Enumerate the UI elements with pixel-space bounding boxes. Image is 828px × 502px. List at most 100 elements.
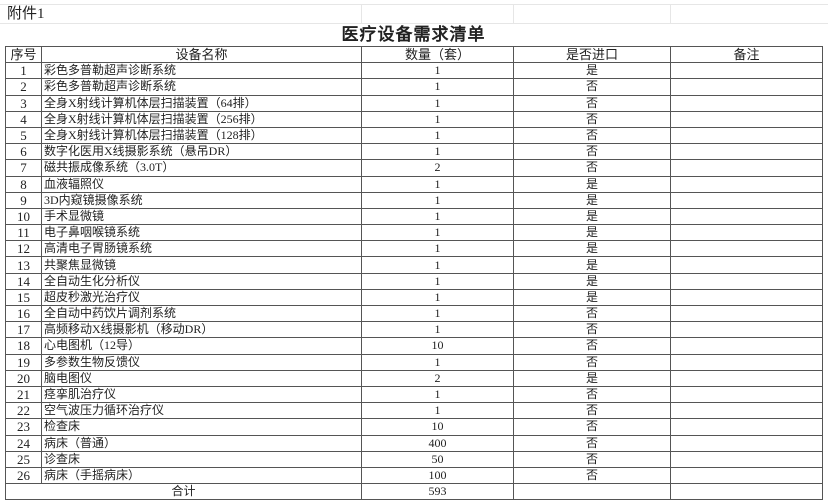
name-cell[interactable]: 病床（普通） xyxy=(41,434,362,452)
qty-cell[interactable]: 1 xyxy=(361,94,514,112)
imported-cell[interactable]: 否 xyxy=(513,94,671,112)
seq-cell[interactable]: 2 xyxy=(5,78,42,96)
remark-cell[interactable] xyxy=(670,224,823,242)
remark-cell[interactable] xyxy=(670,385,823,404)
remark-cell[interactable] xyxy=(670,450,823,468)
qty-cell[interactable]: 10 xyxy=(361,337,514,355)
total-label[interactable]: 合计 xyxy=(5,483,362,501)
remark-cell[interactable] xyxy=(670,353,823,371)
qty-cell[interactable]: 1 xyxy=(361,256,514,274)
imported-cell[interactable]: 否 xyxy=(513,418,671,436)
remark-cell[interactable] xyxy=(670,126,823,145)
imported-cell[interactable]: 是 xyxy=(513,288,671,307)
qty-cell[interactable]: 1 xyxy=(361,191,514,209)
qty-cell[interactable]: 1 xyxy=(361,126,514,145)
qty-cell[interactable]: 1 xyxy=(361,78,514,96)
name-cell[interactable]: 数字化医用X线摄影系统（悬吊DR） xyxy=(41,143,362,161)
total-remark-cell[interactable] xyxy=(670,483,823,501)
seq-cell[interactable]: 20 xyxy=(5,369,42,387)
remark-cell[interactable] xyxy=(670,78,823,96)
remark-cell[interactable] xyxy=(670,94,823,112)
qty-cell[interactable]: 10 xyxy=(361,418,514,436)
remark-cell[interactable] xyxy=(670,402,823,420)
total-imported-cell[interactable] xyxy=(513,483,671,501)
seq-cell[interactable]: 14 xyxy=(5,272,42,290)
seq-cell[interactable]: 4 xyxy=(5,110,42,128)
seq-cell[interactable]: 22 xyxy=(5,402,42,420)
qty-cell[interactable]: 1 xyxy=(361,288,514,307)
qty-cell[interactable]: 1 xyxy=(361,240,514,258)
remark-cell[interactable] xyxy=(670,175,823,193)
seq-cell[interactable]: 12 xyxy=(5,240,42,258)
seq-cell[interactable]: 3 xyxy=(5,94,42,112)
imported-cell[interactable]: 是 xyxy=(513,256,671,274)
qty-cell[interactable]: 2 xyxy=(361,159,514,177)
imported-cell[interactable]: 是 xyxy=(513,207,671,226)
name-cell[interactable]: 彩色多普勒超声诊断系统 xyxy=(41,78,362,96)
imported-cell[interactable]: 是 xyxy=(513,272,671,290)
name-cell[interactable]: 检查床 xyxy=(41,418,362,436)
imported-cell[interactable]: 否 xyxy=(513,110,671,128)
remark-cell[interactable] xyxy=(670,321,823,339)
qty-cell[interactable]: 1 xyxy=(361,321,514,339)
imported-cell[interactable]: 否 xyxy=(513,321,671,339)
imported-cell[interactable]: 是 xyxy=(513,191,671,209)
name-cell[interactable]: 痉挛肌治疗仪 xyxy=(41,385,362,404)
remark-cell[interactable] xyxy=(670,240,823,258)
qty-cell[interactable]: 1 xyxy=(361,304,514,323)
qty-cell[interactable]: 400 xyxy=(361,434,514,452)
qty-cell[interactable]: 100 xyxy=(361,466,514,485)
remark-cell[interactable] xyxy=(670,434,823,452)
seq-cell[interactable]: 13 xyxy=(5,256,42,274)
imported-cell[interactable]: 否 xyxy=(513,450,671,468)
name-cell[interactable]: 全自动中药饮片调剂系统 xyxy=(41,304,362,323)
seq-cell[interactable]: 23 xyxy=(5,418,42,436)
imported-cell[interactable]: 否 xyxy=(513,304,671,323)
name-cell[interactable]: 3D内窥镜摄像系统 xyxy=(41,191,362,209)
name-cell[interactable]: 高清电子胃肠镜系统 xyxy=(41,240,362,258)
seq-cell[interactable]: 18 xyxy=(5,337,42,355)
remark-cell[interactable] xyxy=(670,466,823,485)
seq-cell[interactable]: 8 xyxy=(5,175,42,193)
seq-cell[interactable]: 26 xyxy=(5,466,42,485)
name-cell[interactable]: 血液辐照仪 xyxy=(41,175,362,193)
seq-cell[interactable]: 5 xyxy=(5,126,42,145)
imported-cell[interactable]: 否 xyxy=(513,353,671,371)
name-cell[interactable]: 心电图机（12导） xyxy=(41,337,362,355)
seq-cell[interactable]: 25 xyxy=(5,450,42,468)
imported-cell[interactable]: 否 xyxy=(513,159,671,177)
remark-cell[interactable] xyxy=(670,337,823,355)
imported-cell[interactable]: 是 xyxy=(513,369,671,387)
qty-cell[interactable]: 50 xyxy=(361,450,514,468)
qty-cell[interactable]: 1 xyxy=(361,62,514,80)
qty-cell[interactable]: 1 xyxy=(361,353,514,371)
name-cell[interactable]: 多参数生物反馈仪 xyxy=(41,353,362,371)
remark-cell[interactable] xyxy=(670,159,823,177)
remark-cell[interactable] xyxy=(670,369,823,387)
qty-cell[interactable]: 1 xyxy=(361,272,514,290)
qty-cell[interactable]: 1 xyxy=(361,207,514,226)
imported-cell[interactable]: 否 xyxy=(513,78,671,96)
imported-cell[interactable]: 是 xyxy=(513,224,671,242)
qty-cell[interactable]: 1 xyxy=(361,175,514,193)
imported-cell[interactable]: 是 xyxy=(513,175,671,193)
remark-cell[interactable] xyxy=(670,304,823,323)
name-cell[interactable]: 全身X射线计算机体层扫描装置（128排） xyxy=(41,126,362,145)
imported-cell[interactable]: 否 xyxy=(513,143,671,161)
seq-cell[interactable]: 6 xyxy=(5,143,42,161)
seq-cell[interactable]: 19 xyxy=(5,353,42,371)
qty-cell[interactable]: 1 xyxy=(361,402,514,420)
imported-cell[interactable]: 否 xyxy=(513,385,671,404)
name-cell[interactable]: 全身X射线计算机体层扫描装置（64排） xyxy=(41,94,362,112)
name-cell[interactable]: 磁共振成像系统（3.0T） xyxy=(41,159,362,177)
remark-cell[interactable] xyxy=(670,110,823,128)
remark-cell[interactable] xyxy=(670,207,823,226)
remark-cell[interactable] xyxy=(670,418,823,436)
seq-cell[interactable]: 10 xyxy=(5,207,42,226)
imported-cell[interactable]: 否 xyxy=(513,402,671,420)
seq-cell[interactable]: 21 xyxy=(5,385,42,404)
remark-cell[interactable] xyxy=(670,272,823,290)
imported-cell[interactable]: 是 xyxy=(513,240,671,258)
imported-cell[interactable]: 否 xyxy=(513,434,671,452)
remark-cell[interactable] xyxy=(670,143,823,161)
